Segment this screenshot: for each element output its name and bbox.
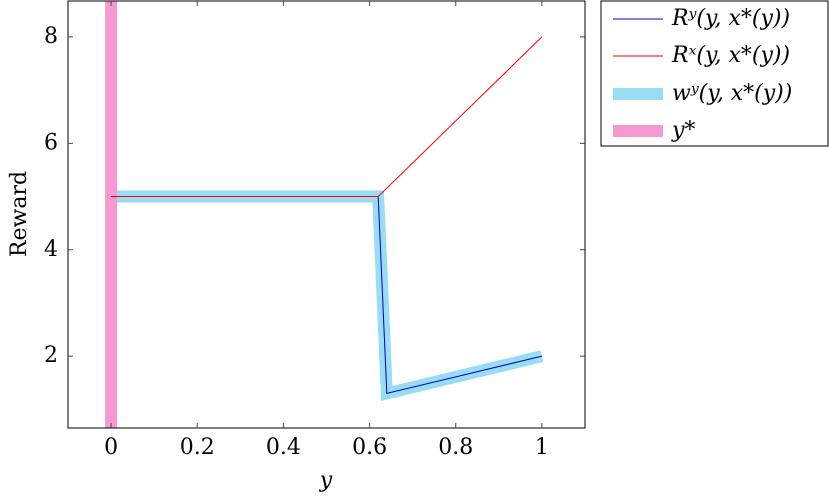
x-axis-label: y <box>319 468 333 493</box>
x-tick-label: 0.6 <box>352 435 387 460</box>
series-line <box>111 36 543 198</box>
legend <box>600 0 829 147</box>
plot-area <box>105 1 544 428</box>
y-tick-label: 4 <box>44 237 58 262</box>
legend-label: y* <box>671 118 695 143</box>
y-tick-label: 8 <box>44 24 58 49</box>
x-tick-label: 1 <box>535 435 549 460</box>
series-line <box>111 190 544 401</box>
x-tick-label: 0 <box>104 435 118 460</box>
y-axis-label: Reward <box>7 171 32 257</box>
y-tick-label: 6 <box>44 130 58 155</box>
legend-label: wʸ(y, x*(y)) <box>672 81 792 106</box>
x-tick-label: 0.4 <box>266 435 301 460</box>
series-line <box>111 196 543 395</box>
x-tick-label: 0.8 <box>438 435 473 460</box>
legend-label: Rʸ(y, x*(y)) <box>671 6 790 31</box>
y-tick-label: 2 <box>44 343 58 368</box>
legend-label: Rˣ(y, x*(y)) <box>671 43 790 68</box>
axes-frame <box>67 0 586 429</box>
x-tick-label: 0.2 <box>180 435 215 460</box>
